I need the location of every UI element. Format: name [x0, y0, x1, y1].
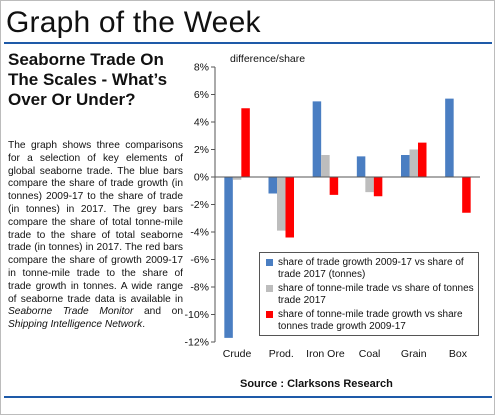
y-tick-label: -12%	[184, 337, 209, 349]
header-rule	[4, 42, 492, 44]
bar	[232, 177, 242, 180]
bar	[418, 142, 427, 177]
source-credit: Source : Clarksons Research	[240, 378, 393, 390]
x-category-label: Iron Ore	[306, 348, 345, 360]
body-text-2: and on	[133, 306, 183, 318]
bar	[277, 177, 286, 231]
y-tick-label: 4%	[194, 117, 209, 129]
bar	[312, 101, 322, 177]
x-category-label: Grain	[401, 348, 427, 360]
y-tick-label: 6%	[194, 89, 209, 101]
bar	[356, 156, 366, 177]
x-category-label: Box	[449, 348, 468, 360]
legend-swatch-grey	[266, 285, 273, 292]
y-tick-label: -8%	[190, 282, 209, 294]
body-link-shipping-intelligence-network: Shipping Intelligence Network	[8, 319, 143, 331]
bar	[321, 155, 330, 177]
bar	[365, 177, 374, 193]
bar	[268, 177, 277, 194]
article-body: The graph shows three comparisons for a …	[8, 140, 183, 332]
bar	[224, 177, 233, 338]
legend-swatch-red	[266, 311, 273, 318]
bar	[401, 155, 410, 177]
bar	[241, 108, 250, 177]
legend-label-grey: share of tonne-mile trade vs share of to…	[278, 283, 474, 306]
body-link-seaborne-trade-monitor: Seaborne Trade Monitor	[8, 306, 134, 318]
y-tick-label: 2%	[194, 144, 209, 156]
legend-label-red: share of tonne-mile trade growth vs shar…	[278, 309, 463, 332]
body-text-1: The graph shows three comparisons for a …	[8, 140, 183, 305]
y-tick-label: 0%	[194, 172, 209, 184]
x-category-label: Crude	[223, 348, 252, 360]
bar	[462, 177, 471, 213]
bar	[445, 98, 454, 177]
chart-legend: share of trade growth 2009-17 vs share o…	[259, 252, 479, 336]
y-tick-label: -4%	[190, 227, 209, 239]
legend-swatch-blue	[266, 259, 273, 266]
footer-rule	[4, 396, 492, 398]
bar	[329, 177, 339, 195]
y-axis-label: difference/share	[230, 53, 305, 65]
y-tick-label: -6%	[190, 254, 209, 266]
bar	[285, 177, 294, 238]
x-category-label: Coal	[359, 348, 381, 360]
x-category-label: Prod.	[269, 348, 294, 360]
y-tick-label: -10%	[184, 309, 209, 321]
header-title: Graph of the Week	[6, 6, 261, 39]
article-headline: Seaborne Trade On The Scales - What’s Ov…	[8, 50, 168, 109]
bar	[409, 149, 418, 177]
y-tick-label: -2%	[190, 199, 209, 211]
legend-label-blue: share of trade growth 2009-17 vs share o…	[278, 257, 464, 280]
bar	[373, 177, 383, 197]
body-text-3: .	[142, 319, 146, 331]
y-tick-label: 8%	[194, 62, 209, 74]
